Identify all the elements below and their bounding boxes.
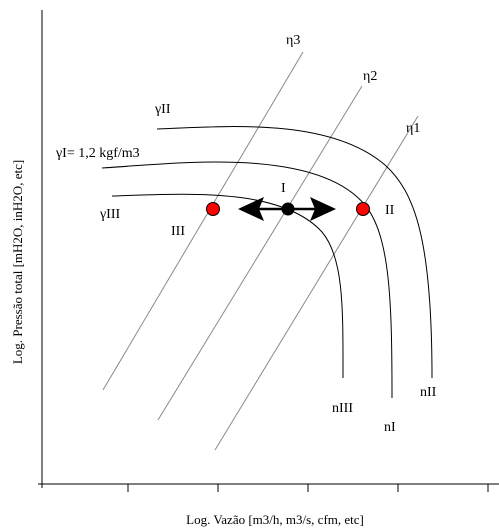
operating-point-II bbox=[356, 202, 370, 216]
efficiency-line-eta1 bbox=[214, 115, 419, 451]
y-axis-label: Log. Pressão total [mH2O, inH2O, etc] bbox=[10, 160, 25, 364]
curve-end-label-nI: nI bbox=[384, 420, 396, 435]
curve-gamma-II bbox=[156, 126, 433, 379]
shift-arrow-left-head bbox=[238, 197, 264, 221]
curve-label-gamma-II: γII bbox=[154, 102, 171, 117]
efficiency-label-eta2: η2 bbox=[363, 69, 377, 84]
point-label-II: II bbox=[385, 203, 395, 218]
point-label-III: III bbox=[171, 224, 185, 239]
curve-label-gamma-I: γI= 1,2 kgf/m3 bbox=[55, 146, 140, 161]
curve-end-label-nII: nII bbox=[420, 385, 437, 400]
curve-gamma-I bbox=[101, 161, 393, 399]
curve-gamma-III bbox=[111, 193, 344, 379]
point-label-I: I bbox=[281, 181, 286, 196]
efficiency-line-eta3 bbox=[102, 51, 304, 391]
operating-point-I bbox=[281, 202, 295, 216]
shift-arrow-right-head bbox=[310, 197, 336, 221]
efficiency-label-eta1: η1 bbox=[406, 121, 420, 136]
operating-point-III bbox=[206, 202, 220, 216]
efficiency-label-eta3: η3 bbox=[286, 33, 300, 48]
curve-end-label-nIII: nIII bbox=[332, 401, 353, 416]
efficiency-line-eta2 bbox=[157, 85, 363, 421]
curve-label-gamma-III: γIII bbox=[99, 207, 121, 222]
x-axis-label: Log. Vazão [m3/h, m3/s, cfm, etc] bbox=[186, 512, 364, 527]
